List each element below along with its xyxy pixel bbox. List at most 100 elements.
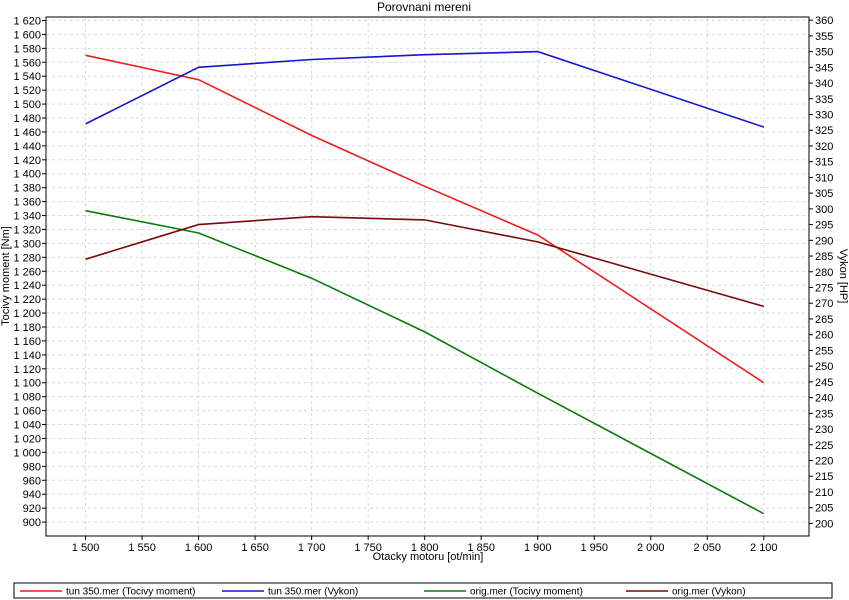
y-right-tick-label: 210 [815, 487, 833, 499]
y-left-tick-label: 1 020 [13, 433, 41, 445]
y-left-tick-label: 1 040 [13, 420, 41, 432]
y-right-tick-label: 230 [815, 424, 833, 436]
x-tick-label: 1 700 [298, 542, 326, 554]
x-tick-label: 2 000 [637, 542, 665, 554]
y-right-tick-label: 300 [815, 204, 833, 216]
y-left-tick-label: 1 140 [13, 350, 41, 362]
y-right-tick-label: 350 [815, 47, 833, 59]
y-left-tick-label: 980 [23, 461, 41, 473]
y-left-tick-label: 1 240 [13, 280, 41, 292]
y-left-tick-label: 1 160 [13, 336, 41, 348]
x-tick-label: 1 550 [128, 542, 156, 554]
y-right-tick-label: 355 [815, 31, 833, 43]
y-left-tick-label: 1 280 [13, 252, 41, 264]
y-right-tick-label: 240 [815, 393, 833, 405]
y-left-tick-label: 1 400 [13, 169, 41, 181]
x-axis: 1 500 1 550 1 600 1 650 1 700 1 750 1 800 1 850… [72, 536, 778, 554]
y-left-tick-label: 1 540 [13, 71, 41, 83]
y-left-tick-label: 1 480 [13, 113, 41, 125]
x-tick-label: 1 850 [467, 542, 495, 554]
grid-lines [46, 17, 809, 536]
y-left-tick-label: 1 580 [13, 43, 41, 55]
y-left-tick-label: 1 200 [13, 308, 41, 320]
y-left-tick-label: 1 100 [13, 378, 41, 390]
y-right-tick-label: 235 [815, 408, 833, 420]
y-left-tick-label: 1 560 [13, 57, 41, 69]
y-left-tick-label: 1 500 [13, 99, 41, 111]
y-right-tick-label: 245 [815, 377, 833, 389]
y-right-tick-label: 330 [815, 110, 833, 122]
y-left-tick-label: 1 260 [13, 266, 41, 278]
y-right-tick-label: 305 [815, 188, 833, 200]
y-left-tick-label: 1 620 [13, 15, 41, 27]
y-right-tick-label: 290 [815, 235, 833, 247]
y-axis-right-label: Vykon [HP] [837, 249, 849, 304]
y-right-tick-label: 255 [815, 345, 833, 357]
y-left-tick-label: 1 300 [13, 238, 41, 250]
y-left-tick-label: 1 600 [13, 29, 41, 41]
y-left-tick-label: 1 000 [13, 447, 41, 459]
y-left-tick-label: 1 320 [13, 224, 41, 236]
y-right-tick-label: 315 [815, 157, 833, 169]
x-tick-label: 1 950 [580, 542, 608, 554]
y-left-tick-label: 1 440 [13, 141, 41, 153]
y-left-tick-label: 1 380 [13, 183, 41, 195]
y-right-tick-label: 220 [815, 456, 833, 468]
y-right-tick-label: 205 [815, 503, 833, 515]
y-right-tick-label: 280 [815, 267, 833, 279]
y-left-tick-label: 1 340 [13, 211, 41, 223]
x-tick-label: 1 800 [411, 542, 439, 554]
y-right-tick-label: 325 [815, 125, 833, 137]
legend-label-2: tun 350.mer (Vykon) [268, 587, 358, 598]
plot-area [45, 16, 810, 537]
series-line-1 [85, 54, 765, 384]
y-axis-right: 200 205 210 215 220 225 230 235 240 245 250 255 260 2… [809, 15, 833, 530]
y-left-tick-label: 1 520 [13, 85, 41, 97]
x-tick-label: 1 600 [185, 542, 213, 554]
y-right-tick-label: 335 [815, 94, 833, 106]
y-right-tick-label: 265 [815, 314, 833, 326]
y-right-tick-label: 310 [815, 172, 833, 184]
series-line-3 [85, 209, 765, 515]
y-left-tick-label: 900 [23, 517, 41, 529]
y-right-tick-label: 345 [815, 62, 833, 74]
y-left-tick-label: 1 360 [13, 197, 41, 209]
x-tick-label: 2 050 [694, 542, 722, 554]
y-right-tick-label: 260 [815, 330, 833, 342]
y-right-tick-label: 285 [815, 251, 833, 263]
series-line-4 [85, 215, 765, 308]
y-left-tick-label: 1 060 [13, 406, 41, 418]
x-tick-label: 1 500 [72, 542, 100, 554]
series-layer [85, 50, 765, 515]
x-tick-label: 1 650 [241, 542, 269, 554]
y-right-tick-label: 270 [815, 298, 833, 310]
series-line-2 [85, 50, 765, 128]
y-left-tick-label: 1 460 [13, 127, 41, 139]
chart-title: Porovnani mereni [377, 0, 471, 14]
y-left-tick-label: 1 420 [13, 155, 41, 167]
y-left-tick-label: 1 080 [13, 392, 41, 404]
legend-label-1: tun 350.mer (Tocivy moment) [66, 587, 196, 598]
y-right-tick-label: 250 [815, 361, 833, 373]
y-left-tick-label: 1 180 [13, 322, 41, 334]
legend-label-4: orig.mer (Vykon) [672, 587, 746, 598]
x-tick-label: 1 900 [524, 542, 552, 554]
y-axis-left-label: Tocivy moment [Nm] [0, 226, 12, 326]
y-left-tick-label: 940 [23, 489, 41, 501]
y-left-tick-label: 1 120 [13, 364, 41, 376]
legend-items: tun 350.mer (Tocivy moment) tun 350.mer (… [20, 587, 746, 598]
x-axis-label: Otacky motoru [ot/min] [373, 551, 484, 563]
y-right-tick-label: 200 [815, 518, 833, 530]
y-right-tick-label: 320 [815, 141, 833, 153]
y-right-tick-label: 340 [815, 78, 833, 90]
y-right-tick-label: 225 [815, 440, 833, 452]
y-right-tick-label: 360 [815, 15, 833, 27]
x-tick-label: 1 750 [354, 542, 382, 554]
y-right-tick-label: 215 [815, 471, 833, 483]
x-tick-label: 2 100 [750, 542, 778, 554]
legend [13, 582, 833, 599]
y-left-tick-label: 1 220 [13, 294, 41, 306]
y-left-tick-label: 960 [23, 475, 41, 487]
